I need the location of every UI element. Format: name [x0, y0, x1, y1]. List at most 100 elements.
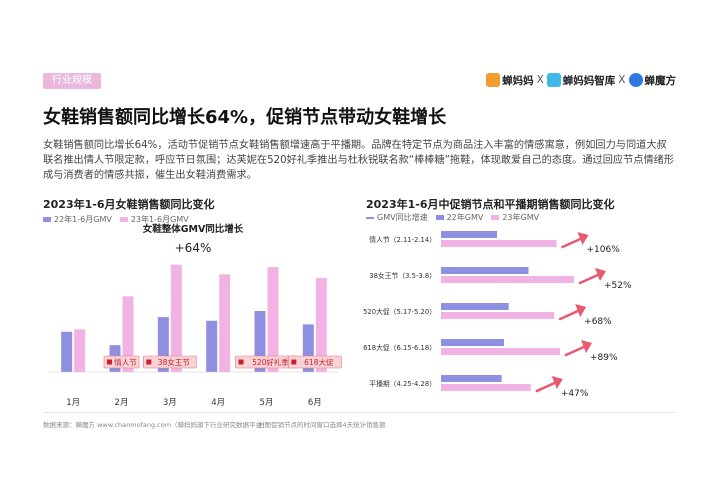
bar-22-4: [206, 320, 218, 372]
right-bar-chart: 情人节（2.11-2.14） +106% 38女王节（3.5-3.8） +52% 520…: [363, 231, 632, 399]
event-tag-box: [143, 355, 197, 369]
footer-source: 数据来源：蝉魔方 www.chanmofang.com（蝉妈妈旗下行业研究数据平…: [43, 421, 269, 429]
yoy-label: +89%: [590, 353, 618, 363]
legend-swatch-yoy: [366, 216, 374, 219]
right-chart-legend: GMV同比增速 22年GMV 23年GMV: [366, 212, 547, 223]
x-tick-label: 1月: [66, 398, 80, 408]
left-bar-chart: 女鞋整体GMV同比增长 +64% 1月 2月 3月 4月 5月 6月 情人节 38女王节 520好礼…: [49, 223, 342, 408]
gift-icon: [291, 359, 297, 365]
logo-separator: X: [618, 74, 626, 86]
x-tick-label: 4月: [211, 398, 225, 408]
annotation-title: 女鞋整体GMV同比增长: [143, 223, 244, 235]
bar-23-4: [219, 274, 231, 372]
legend-item-r23: 23年GMV: [491, 212, 539, 223]
y-category-label: 平播期（4.25-4.28）: [369, 379, 436, 388]
yoy-label: +106%: [587, 245, 621, 255]
hbar-22-4: [441, 339, 504, 346]
event-tag-label: 情人节: [114, 357, 137, 367]
legend-label-23: 23年1-6月GMV: [130, 215, 189, 224]
footer-note: 右图促销节点的时间窗口选择4天统计销售额: [258, 421, 386, 429]
brand-logos: 蝉妈妈 X 蝉妈妈智库 X 蝉魔方: [486, 68, 676, 92]
bar-23-5: [267, 267, 279, 372]
bar-23-1: [74, 329, 86, 372]
chanmama-logo-icon: [486, 73, 501, 87]
hbar-23-5: [441, 384, 531, 391]
arrow-shaft: [558, 308, 582, 321]
growth-arrow-icon: [558, 304, 587, 321]
y-category-label: 520大促（5.17-5.20）: [363, 307, 436, 316]
arrow-shaft: [535, 380, 559, 393]
growth-arrow-icon: [564, 340, 592, 357]
bar-22-5: [254, 311, 266, 372]
x-tick-label: 2月: [115, 398, 129, 408]
arrow-shaft: [578, 272, 602, 285]
hbar-23-4: [441, 348, 560, 355]
legend-swatch-22: [43, 217, 51, 222]
y-category-label: 38女王节（3.5-3.8）: [369, 271, 436, 280]
legend-swatch-23: [119, 217, 128, 222]
legend-label-r22: 22年GMV: [446, 213, 484, 222]
y-category-label: 情人节（2.11-2.14）: [369, 235, 436, 244]
arrow-head: [551, 376, 563, 389]
growth-arrow-icon: [535, 376, 563, 393]
gift-icon: [146, 359, 152, 365]
legend-item-22: 22年1-6月GMV: [43, 214, 112, 225]
bar-22-3: [157, 317, 169, 372]
y-category-label: 618大促（6.15-6.18）: [363, 343, 436, 352]
hbar-23-2: [441, 276, 574, 283]
legend-label-yoy: GMV同比增速: [377, 213, 428, 222]
arrow-head: [581, 340, 592, 353]
legend-item-r22: 22年GMV: [435, 212, 484, 223]
arrow-head: [577, 232, 589, 245]
arrow-shaft: [561, 236, 584, 249]
logo-separator: X: [536, 74, 544, 86]
yoy-label: +52%: [604, 281, 632, 291]
legend-item-23: 23年1-6月GMV: [119, 214, 189, 225]
hbar-22-3: [441, 303, 509, 310]
chanmofang-logo-icon: [628, 73, 643, 87]
arrow-head: [595, 268, 606, 281]
hbar-22-1: [441, 231, 497, 238]
legend-swatch-r22: [435, 215, 444, 220]
gift-icon: [238, 359, 244, 365]
event-tag-box: [103, 355, 140, 369]
logo-zhiku: 蝉妈妈智库: [562, 74, 616, 87]
bar-22-1: [61, 331, 73, 372]
legend-label-r23: 23年GMV: [502, 213, 540, 222]
growth-arrow-icon: [578, 268, 606, 285]
bar-23-6: [315, 278, 327, 372]
x-tick-label: 6月: [308, 398, 322, 408]
bar-23-3: [170, 264, 182, 372]
page-description: 女鞋销售额同比增长64%，活动节促销节点女鞋销售额增速高于平播期。品牌在特定节点…: [43, 140, 675, 181]
hbar-22-2: [441, 267, 529, 274]
event-tag-label: 618大促: [304, 357, 334, 367]
annotation-value: +64%: [175, 241, 212, 255]
bar-22-6: [302, 324, 314, 372]
arrow-head: [575, 304, 587, 317]
bar-23-2: [122, 296, 134, 372]
footer-divider: [43, 412, 675, 413]
x-tick-label: 3月: [163, 398, 177, 408]
growth-arrow-icon: [561, 232, 589, 249]
yoy-label: +68%: [584, 317, 612, 327]
event-tag-box: [288, 355, 342, 369]
gift-icon: [107, 359, 112, 365]
event-tag-label: 520好礼季: [252, 357, 289, 367]
yoy-label: +47%: [561, 389, 589, 399]
page-title: 女鞋销售额同比增长64%，促销节点带动女鞋增长: [43, 107, 447, 128]
left-chart-legend: 22年1-6月GMV 23年1-6月GMV: [43, 214, 197, 225]
x-tick-label: 5月: [260, 398, 274, 408]
legend-item-yoy: GMV同比增速: [366, 212, 428, 223]
zhiku-logo-icon: [546, 73, 561, 87]
logo-chanmama: 蝉妈妈: [502, 74, 534, 87]
hbar-23-3: [441, 312, 555, 319]
legend-label-22: 22年1-6月GMV: [54, 215, 112, 224]
logo-chanmofang: 蝉魔方: [644, 74, 677, 87]
legend-swatch-r23: [491, 215, 500, 220]
arrow-shaft: [564, 344, 588, 357]
left-chart-title: 2023年1-6月女鞋销售额同比变化: [43, 198, 215, 211]
event-tag-label: 38女王节: [158, 357, 191, 367]
hbar-23-1: [441, 240, 557, 247]
right-chart-title: 2023年1-6月中促销节点和平播期销售额同比变化: [366, 198, 615, 211]
section-tag: 行业规模: [43, 73, 101, 89]
